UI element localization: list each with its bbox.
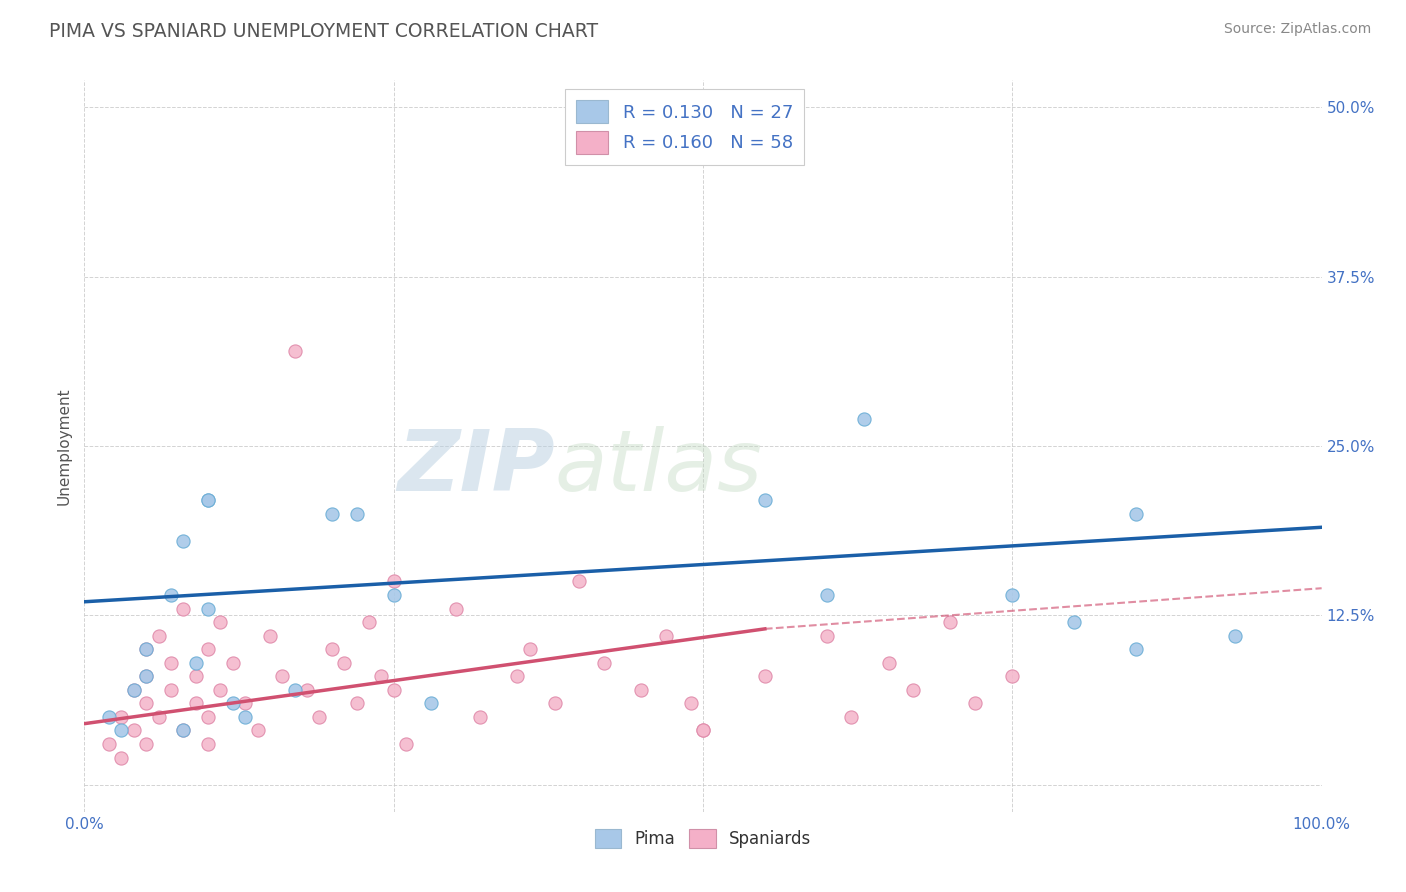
- Point: [160, 682, 183, 697]
- Point: [1125, 507, 1147, 521]
- Point: [197, 737, 219, 751]
- Y-axis label: Unemployment: Unemployment: [56, 387, 72, 505]
- Point: [444, 601, 467, 615]
- Point: [172, 533, 194, 548]
- Point: [754, 669, 776, 683]
- Point: [382, 682, 405, 697]
- Point: [903, 682, 925, 697]
- Point: [110, 750, 132, 764]
- Point: [172, 723, 194, 738]
- Point: [1001, 588, 1024, 602]
- Point: [395, 737, 418, 751]
- Point: [135, 642, 157, 657]
- Point: [135, 669, 157, 683]
- Point: [630, 682, 652, 697]
- Point: [346, 507, 368, 521]
- Point: [692, 723, 714, 738]
- Point: [852, 412, 875, 426]
- Point: [233, 697, 256, 711]
- Point: [148, 710, 170, 724]
- Point: [172, 601, 194, 615]
- Point: [246, 723, 269, 738]
- Point: [209, 682, 232, 697]
- Point: [382, 574, 405, 589]
- Point: [470, 710, 492, 724]
- Point: [295, 682, 318, 697]
- Point: [197, 710, 219, 724]
- Point: [1063, 615, 1085, 629]
- Point: [184, 697, 207, 711]
- Point: [679, 697, 702, 711]
- Point: [1223, 629, 1246, 643]
- Point: [197, 493, 219, 508]
- Point: [209, 615, 232, 629]
- Point: [135, 737, 157, 751]
- Point: [333, 656, 356, 670]
- Point: [197, 493, 219, 508]
- Point: [593, 656, 616, 670]
- Point: [110, 710, 132, 724]
- Point: [841, 710, 863, 724]
- Point: [197, 601, 219, 615]
- Point: [815, 588, 838, 602]
- Point: [965, 697, 987, 711]
- Point: [692, 723, 714, 738]
- Point: [346, 697, 368, 711]
- Text: ZIP: ZIP: [396, 426, 554, 509]
- Point: [160, 656, 183, 670]
- Point: [370, 669, 392, 683]
- Text: Source: ZipAtlas.com: Source: ZipAtlas.com: [1223, 22, 1371, 37]
- Point: [543, 697, 565, 711]
- Point: [135, 642, 157, 657]
- Legend: Pima, Spaniards: Pima, Spaniards: [588, 822, 818, 855]
- Point: [98, 710, 121, 724]
- Point: [98, 737, 121, 751]
- Text: PIMA VS SPANIARD UNEMPLOYMENT CORRELATION CHART: PIMA VS SPANIARD UNEMPLOYMENT CORRELATIO…: [49, 22, 599, 41]
- Point: [197, 642, 219, 657]
- Point: [184, 669, 207, 683]
- Point: [172, 723, 194, 738]
- Point: [321, 507, 343, 521]
- Point: [506, 669, 529, 683]
- Point: [284, 682, 307, 697]
- Text: atlas: atlas: [554, 426, 762, 509]
- Point: [568, 574, 591, 589]
- Point: [271, 669, 294, 683]
- Point: [259, 629, 281, 643]
- Point: [233, 710, 256, 724]
- Point: [382, 588, 405, 602]
- Point: [519, 642, 541, 657]
- Point: [148, 629, 170, 643]
- Point: [1001, 669, 1024, 683]
- Point: [321, 642, 343, 657]
- Point: [357, 615, 380, 629]
- Point: [655, 629, 678, 643]
- Point: [122, 682, 145, 697]
- Point: [815, 629, 838, 643]
- Point: [754, 493, 776, 508]
- Point: [284, 344, 307, 359]
- Point: [135, 669, 157, 683]
- Point: [122, 723, 145, 738]
- Point: [160, 588, 183, 602]
- Point: [308, 710, 330, 724]
- Point: [222, 656, 245, 670]
- Point: [1125, 642, 1147, 657]
- Point: [419, 697, 441, 711]
- Point: [110, 723, 132, 738]
- Point: [939, 615, 962, 629]
- Point: [135, 697, 157, 711]
- Point: [122, 682, 145, 697]
- Point: [222, 697, 245, 711]
- Point: [877, 656, 900, 670]
- Point: [184, 656, 207, 670]
